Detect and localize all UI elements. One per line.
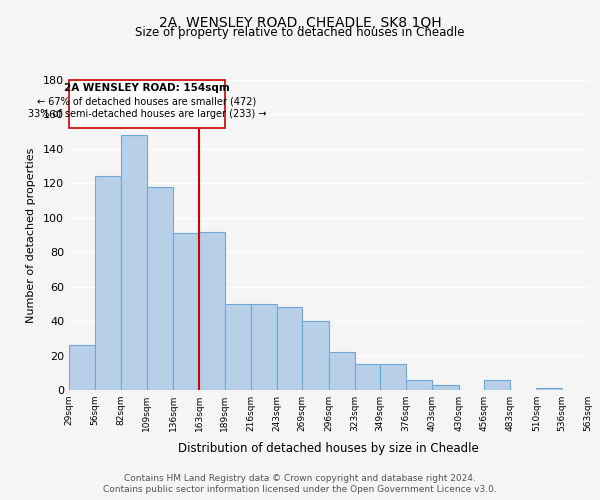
Y-axis label: Number of detached properties: Number of detached properties — [26, 148, 36, 322]
Text: 33% of semi-detached houses are larger (233) →: 33% of semi-detached houses are larger (… — [28, 110, 266, 120]
Bar — [277, 308, 302, 390]
X-axis label: Distribution of detached houses by size in Cheadle: Distribution of detached houses by size … — [178, 442, 479, 456]
Bar — [69, 345, 95, 390]
Bar — [224, 304, 251, 390]
Bar — [121, 135, 147, 390]
Bar — [329, 352, 355, 390]
Bar — [380, 364, 406, 390]
Bar — [147, 187, 173, 390]
Text: Contains HM Land Registry data © Crown copyright and database right 2024.: Contains HM Land Registry data © Crown c… — [124, 474, 476, 483]
Bar — [251, 304, 277, 390]
Bar — [536, 388, 562, 390]
Text: 2A, WENSLEY ROAD, CHEADLE, SK8 1QH: 2A, WENSLEY ROAD, CHEADLE, SK8 1QH — [158, 16, 442, 30]
Bar — [406, 380, 433, 390]
FancyBboxPatch shape — [69, 80, 224, 128]
Bar — [355, 364, 380, 390]
Bar — [199, 232, 224, 390]
Bar — [95, 176, 121, 390]
Bar — [433, 385, 459, 390]
Text: ← 67% of detached houses are smaller (472): ← 67% of detached houses are smaller (47… — [37, 96, 256, 106]
Text: Contains public sector information licensed under the Open Government Licence v3: Contains public sector information licen… — [103, 485, 497, 494]
Bar — [484, 380, 510, 390]
Text: Size of property relative to detached houses in Cheadle: Size of property relative to detached ho… — [135, 26, 465, 39]
Bar — [173, 234, 199, 390]
Text: 2A WENSLEY ROAD: 154sqm: 2A WENSLEY ROAD: 154sqm — [64, 84, 230, 94]
Bar — [302, 321, 329, 390]
